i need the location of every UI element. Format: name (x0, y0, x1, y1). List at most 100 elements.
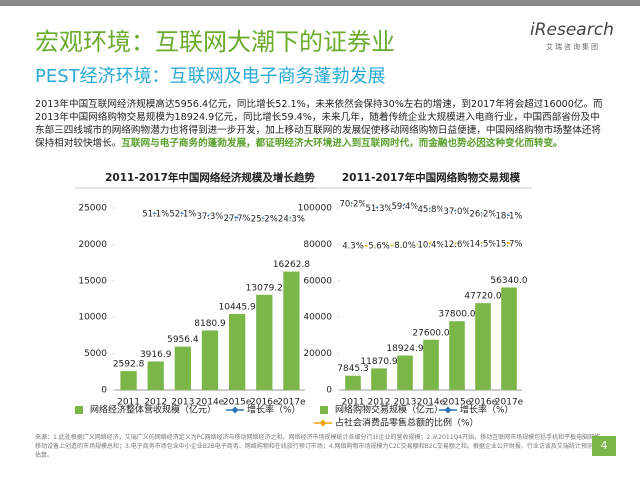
bar (449, 321, 465, 390)
logo-sub: 艾瑞咨询集团 (546, 43, 600, 51)
y-tick-label: 0 (101, 386, 107, 396)
data-label: 51.1% (142, 210, 169, 220)
x-tick-label: 2012 (144, 398, 167, 408)
y-tick-label: 60000 (303, 276, 332, 286)
x-tick-label: 2014e (417, 398, 446, 408)
legend-label: 增长率（%） (247, 404, 301, 416)
data-label: 4.3% (342, 242, 364, 252)
legend-marker (319, 419, 327, 427)
marker (260, 215, 268, 223)
data-label: 13079.2 (246, 283, 283, 293)
source-note: 来源：1.此处根据广义网络经济，艾瑞广义的网络经济定义为PC网络经济与移动网络经… (35, 434, 605, 459)
legend-label: 增长率（%） (460, 404, 514, 416)
data-label: 47720.0 (464, 292, 501, 302)
marker (401, 202, 409, 211)
data-label: 24.3% (278, 215, 305, 225)
data-label: 18.1% (495, 212, 522, 222)
data-label: 26.2% (469, 210, 496, 220)
y-tick-label: 25000 (78, 204, 107, 214)
data-label: 7845.3 (337, 364, 369, 374)
top-bar (0, 0, 640, 6)
legend-swatch (320, 406, 328, 414)
body-text: 2013年中国互联网经济规模高达5956.4亿元，同比增长52.1%，未来依然会… (35, 99, 603, 149)
data-label: 10.4% (417, 240, 444, 250)
marker (479, 210, 487, 218)
bar (501, 287, 517, 390)
marker (349, 200, 357, 208)
marker (375, 242, 383, 250)
y-tick-label: 100000 (298, 204, 333, 214)
chart-title: 2011-2017年中国网络购物交易规模 (342, 171, 521, 184)
x-tick-label: 2017e (277, 398, 306, 408)
data-label: 51.3% (365, 204, 392, 214)
data-label: 52.1% (169, 210, 196, 220)
marker (152, 210, 160, 218)
x-tick-label: 2016e (469, 398, 498, 408)
x-tick-label: 2011 (117, 398, 140, 408)
data-label: 16262.8 (273, 260, 310, 270)
y-tick-label: 40000 (303, 313, 332, 323)
bar (345, 375, 361, 390)
legend-marker (231, 406, 239, 414)
bar (371, 368, 387, 390)
x-tick-label: 2015e (223, 398, 252, 408)
data-label: 14.5% (469, 240, 496, 250)
highlight: 互联网与电子商务的蓬勃发展，都证明经济大环境进入到互联网时代，而金融也势必因这种… (121, 138, 563, 149)
legend-label: 网络经济整体营收规模（亿元） (90, 404, 216, 416)
marker (427, 206, 435, 214)
marker (287, 215, 295, 223)
y-tick-label: 20000 (303, 349, 332, 359)
subtitle: PEST经济环境：互联网及电子商务蓬勃发展 (35, 66, 386, 87)
data-label: 45.8% (417, 205, 444, 215)
line (155, 213, 292, 220)
x-tick-label: 2013 (171, 398, 194, 408)
data-label: 5956.4 (167, 335, 199, 345)
marker (427, 241, 435, 249)
data-label: 12.6% (443, 240, 470, 250)
logo: iResearch (530, 20, 614, 40)
x-tick-label: 2012 (368, 398, 391, 408)
marker (505, 240, 513, 248)
data-label: 59.4% (391, 202, 418, 212)
data-label: 5.6% (368, 241, 390, 251)
data-label: 8180.9 (194, 319, 226, 329)
page-number: 4 (592, 436, 616, 456)
data-label: 27600.0 (412, 328, 449, 338)
data-label: 15.7% (495, 240, 522, 250)
x-tick-label: 2013 (394, 398, 417, 408)
marker (349, 242, 357, 250)
chart-title: 2011-2017年中国网络经济规模及增长趋势 (105, 171, 315, 184)
data-label: 56340.0 (490, 276, 527, 286)
marker (505, 212, 513, 220)
y-tick-label: 20000 (78, 240, 107, 250)
bar (423, 339, 439, 390)
bar (283, 271, 300, 390)
marker (375, 204, 383, 212)
legend-swatch (75, 406, 83, 414)
marker (401, 241, 409, 249)
data-label: 37800.0 (438, 310, 475, 320)
data-label: 18924.9 (386, 344, 423, 354)
bar (229, 313, 246, 390)
marker (479, 240, 487, 248)
legend-label: 网络购物交易规模（亿元） (335, 404, 443, 416)
legend-label: 占社会消费品零售总额的比例（%） (335, 417, 479, 429)
bar (397, 355, 413, 390)
paragraph: 2013年中国互联网经济规模高达5956.4亿元，同比增长52.1%，未来依然会… (35, 98, 607, 150)
bar (201, 330, 219, 390)
bar (147, 361, 164, 390)
bar (256, 294, 273, 390)
x-tick-label: 2014e (196, 398, 225, 408)
y-tick-label: 0 (326, 386, 332, 396)
bar (475, 303, 491, 390)
marker (206, 213, 214, 221)
data-label: 37.3% (196, 212, 223, 222)
data-label: 70.2% (339, 200, 366, 210)
x-tick-label: 2016e (250, 398, 279, 408)
y-tick-label: 80000 (303, 240, 332, 250)
marker (453, 241, 461, 249)
marker (453, 208, 461, 216)
legend-marker (444, 406, 452, 414)
x-tick-label: 2011 (342, 398, 365, 408)
